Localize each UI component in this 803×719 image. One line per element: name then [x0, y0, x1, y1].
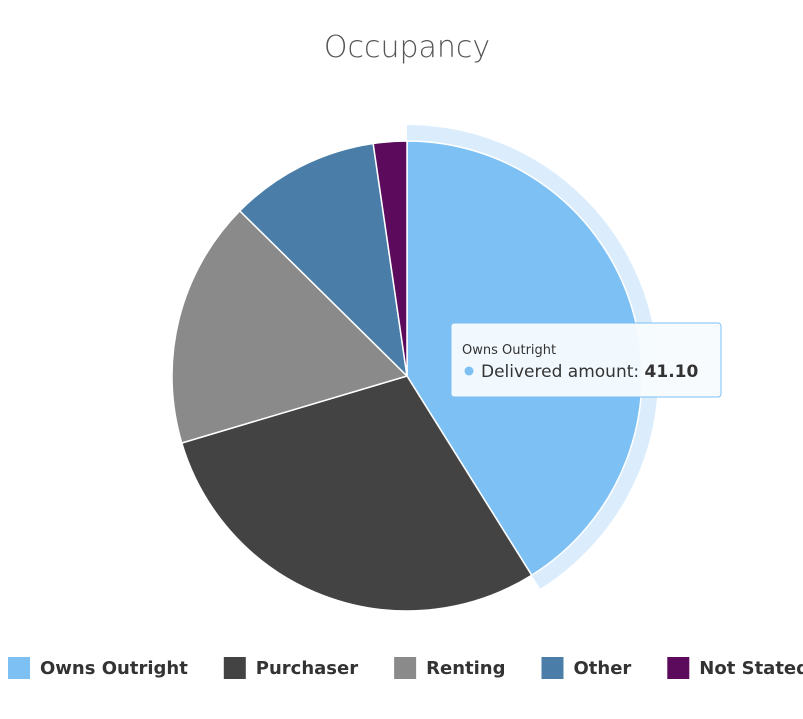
legend: Owns Outright Purchaser Renting Other Not St…: [8, 657, 803, 679]
legend-swatch-owns-outright: [8, 657, 30, 679]
legend-swatch-renting: [394, 657, 417, 679]
tooltip-series-dot: [464, 366, 474, 376]
tooltip-series-line: Delivered amount: 41.10: [481, 362, 698, 382]
pie-slices: [171, 125, 658, 612]
tooltip-box: [450, 322, 722, 398]
pie-slice-purchaser[interactable]: [180, 375, 533, 612]
tooltip-series-name: Delivered amount: [481, 362, 634, 382]
tooltip-title: Owns Outright: [462, 343, 556, 358]
legend-item-not-stated[interactable]: Not Stated: [667, 657, 803, 679]
pie-slice-renting[interactable]: [171, 210, 408, 444]
legend-item-renting[interactable]: Renting: [394, 657, 505, 679]
legend-item-owns-outright[interactable]: Owns Outright: [8, 657, 188, 679]
legend-swatch-other: [541, 657, 564, 679]
chart-title: Occupancy: [324, 30, 490, 65]
tooltip: Owns Outright Delivered amount: 41.10: [450, 322, 722, 398]
tooltip-colon: :: [633, 362, 644, 382]
pie-slice-other[interactable]: [239, 142, 408, 377]
legend-label-renting: Renting: [426, 658, 505, 679]
legend-item-purchaser[interactable]: Purchaser: [223, 657, 358, 679]
legend-label-other: Other: [573, 658, 631, 679]
legend-swatch-purchaser: [223, 657, 246, 679]
legend-label-owns-outright: Owns Outright: [40, 658, 188, 679]
legend-item-other[interactable]: Other: [541, 657, 631, 679]
legend-label-purchaser: Purchaser: [256, 658, 358, 679]
tooltip-value: 41.10: [645, 362, 699, 382]
legend-swatch-not-stated: [667, 657, 690, 679]
legend-label-not-stated: Not Stated: [699, 658, 803, 679]
pie-slice-not-stated[interactable]: [372, 140, 408, 377]
